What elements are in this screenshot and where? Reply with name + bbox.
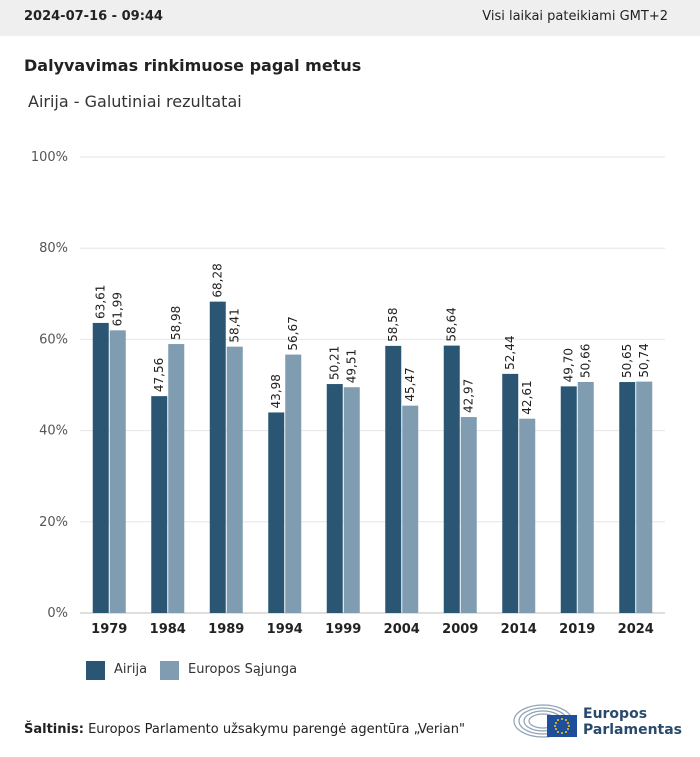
chart-title: Dalyvavimas rinkimuose pagal metus — [24, 56, 362, 75]
timezone-note: Visi laikai pateikiami GMT+2 — [482, 9, 668, 24]
y-tick-label: 0% — [47, 606, 68, 621]
bar-eu-2004 — [402, 405, 419, 613]
bar-ireland-2009 — [443, 345, 460, 613]
logo-line2: Parlamentas — [583, 722, 683, 738]
bar-ireland-1989 — [209, 301, 226, 613]
data-label: 61,99 — [111, 292, 125, 326]
data-label: 56,67 — [286, 316, 300, 350]
x-tick-label: 2009 — [442, 622, 478, 637]
x-tick-label: 1994 — [267, 622, 303, 637]
data-label: 58,58 — [386, 308, 400, 342]
bar-eu-1979 — [109, 330, 126, 613]
x-tick-label: 1984 — [150, 622, 186, 637]
bar-chart: 0% 20% 40% 60% 80% 100% 63,61 61,99 1979 47,56 58,… — [31, 150, 665, 637]
y-tick-label: 60% — [39, 332, 68, 347]
y-tick-label: 20% — [39, 515, 68, 530]
data-label: 63,61 — [94, 285, 108, 319]
data-label: 42,61 — [520, 380, 534, 414]
data-label: 43,98 — [269, 374, 283, 408]
data-label: 49,51 — [345, 349, 359, 383]
logo-line1: Europos — [583, 706, 648, 722]
data-label: 42,97 — [462, 379, 476, 413]
european-parliament-logo: Europos Parlamentas — [513, 700, 683, 742]
bar-eu-1984 — [168, 344, 185, 613]
bar-ireland-2004 — [385, 345, 402, 613]
data-label: 50,74 — [637, 343, 651, 377]
bar-eu-2014 — [519, 418, 536, 613]
source-label: Šaltinis: — [24, 722, 84, 737]
bar-eu-1994 — [285, 354, 302, 613]
bar-ireland-1994 — [268, 412, 285, 613]
bar-ireland-1979 — [92, 322, 109, 613]
y-tick-label: 40% — [39, 424, 68, 439]
bar-eu-1999 — [343, 387, 360, 613]
bar-ireland-2024 — [619, 382, 636, 613]
legend-label-eu: Europos Sąjunga — [188, 662, 298, 677]
data-label: 58,41 — [228, 308, 242, 342]
data-label: 50,65 — [620, 344, 634, 378]
x-tick-label: 2019 — [559, 622, 595, 637]
x-tick-label: 2014 — [501, 622, 537, 637]
bar-ireland-1999 — [326, 384, 343, 613]
x-tick-label: 1989 — [208, 622, 244, 637]
legend-label-ireland: Airija — [114, 662, 148, 677]
parliament-emblem-icon — [513, 704, 577, 738]
x-tick-label: 2004 — [384, 622, 420, 637]
legend-swatch-ireland — [86, 661, 105, 680]
y-tick-label: 80% — [39, 241, 68, 256]
y-tick-label: 100% — [31, 150, 68, 165]
bar-ireland-2014 — [502, 373, 519, 613]
logo-text: Europos Parlamentas — [583, 706, 682, 738]
bar-eu-2019 — [577, 381, 594, 613]
data-label: 58,64 — [445, 307, 459, 341]
x-tick-label: 1979 — [91, 622, 127, 637]
data-label: 49,70 — [562, 348, 576, 382]
x-tick-label: 1999 — [325, 622, 361, 637]
top-bar: 2024-07-16 - 09:44 Visi laikai pateikiam… — [0, 0, 700, 36]
bar-eu-1989 — [226, 346, 243, 613]
data-label: 52,44 — [503, 336, 517, 370]
legend-swatch-eu — [160, 661, 179, 680]
data-label: 68,28 — [211, 263, 225, 297]
bar-eu-2024 — [636, 381, 653, 613]
source-note: Šaltinis: Europos Parlamento užsakymu pa… — [24, 722, 465, 737]
data-label: 50,66 — [579, 344, 593, 378]
bar-ireland-2019 — [560, 386, 577, 613]
bar-eu-2009 — [460, 417, 477, 613]
bar-ireland-1984 — [151, 396, 168, 613]
x-tick-label: 2024 — [618, 622, 654, 637]
timestamp: 2024-07-16 - 09:44 — [24, 9, 163, 24]
data-label: 47,56 — [152, 358, 166, 392]
chart-subtitle: Airija - Galutiniai rezultatai — [28, 92, 242, 111]
data-label: 58,98 — [169, 306, 183, 340]
data-label: 50,21 — [328, 346, 342, 380]
source-text: Europos Parlamento užsakymu parengė agen… — [88, 722, 465, 737]
data-label: 45,47 — [403, 367, 417, 401]
